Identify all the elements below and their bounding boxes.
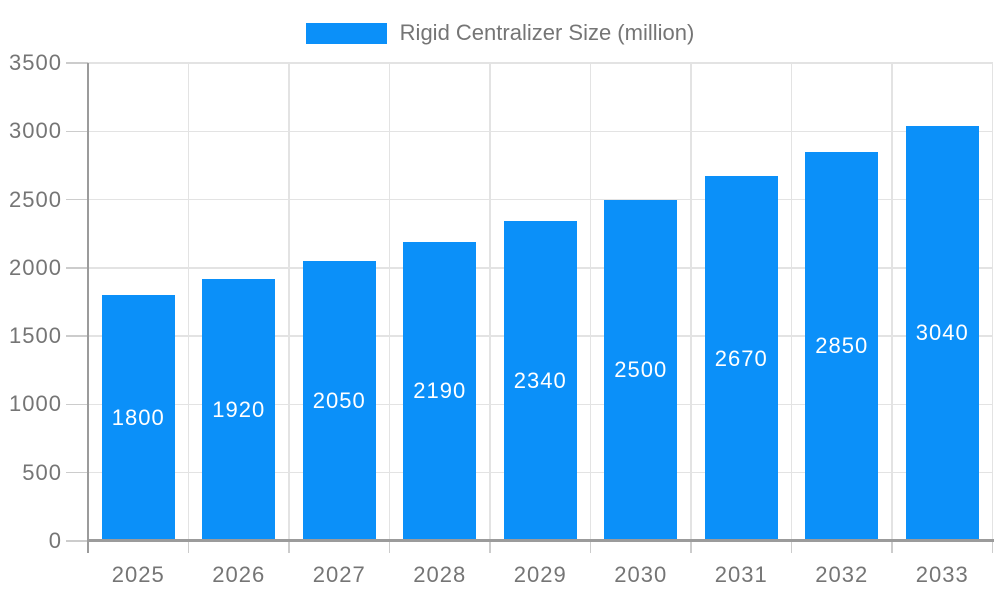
bar-value-label: 3040	[915, 320, 969, 346]
legend-label: Rigid Centralizer Size (million)	[399, 20, 695, 45]
y-axis-tick	[66, 267, 88, 269]
x-gridline	[388, 63, 391, 541]
bar-value-label: 2500	[614, 357, 668, 383]
x-axis-label: 2028	[413, 562, 467, 587]
bar-value-label: 2670	[714, 345, 768, 371]
x-gridline	[690, 63, 692, 541]
y-axis-label: 1000	[9, 391, 62, 417]
bar-2027[interactable]	[302, 261, 376, 541]
x-axis-tick	[790, 541, 793, 553]
y-axis-label: 1500	[9, 323, 62, 349]
x-axis-label: 2030	[614, 562, 668, 587]
y-axis-tick	[66, 471, 88, 474]
y-axis-label: 2500	[9, 186, 62, 212]
legend[interactable]: Rigid Centralizer Size (million)	[0, 20, 1000, 45]
x-gridline	[288, 63, 290, 541]
y-axis-label: 3000	[9, 118, 62, 144]
x-gridline	[891, 63, 893, 541]
x-axis-line	[88, 539, 994, 542]
bar-2030[interactable]	[604, 199, 678, 541]
y-axis-tick	[66, 540, 88, 542]
y-axis-line	[87, 63, 89, 553]
x-axis-label: 2029	[513, 562, 567, 587]
y-axis-tick	[66, 335, 88, 337]
x-axis-label: 2027	[312, 562, 366, 587]
x-axis-tick	[589, 541, 592, 553]
x-axis-tick	[489, 541, 491, 553]
x-gridline	[187, 63, 190, 541]
x-axis-tick	[288, 541, 290, 553]
y-axis-tick	[66, 403, 88, 406]
bar-value-label: 2340	[513, 368, 567, 394]
bar-2028[interactable]	[403, 241, 477, 541]
bar-value-label: 2190	[413, 378, 467, 404]
bar-value-label: 2850	[815, 333, 869, 359]
y-axis-label: 3500	[9, 50, 62, 75]
bar-2026[interactable]	[202, 278, 276, 541]
y-gridline	[88, 198, 993, 201]
x-axis-tick	[388, 541, 391, 553]
x-axis-label: 2032	[815, 562, 869, 587]
x-axis-label: 2026	[212, 562, 266, 587]
y-gridline	[88, 62, 993, 64]
bar-value-label: 2050	[312, 388, 366, 413]
y-axis-label: 2000	[9, 254, 62, 280]
x-gridline	[991, 63, 994, 541]
x-axis-tick	[891, 541, 893, 553]
bar-value-label: 1800	[111, 405, 165, 431]
x-axis-label: 2025	[111, 562, 165, 587]
bar-2025[interactable]	[101, 295, 175, 541]
y-axis-label: 0	[48, 528, 62, 553]
y-axis-label: 500	[22, 459, 62, 485]
x-gridline	[489, 63, 491, 541]
x-gridline	[589, 63, 592, 541]
y-gridline	[88, 130, 993, 133]
x-axis-label: 2031	[714, 562, 768, 587]
bar-2029[interactable]	[503, 221, 577, 541]
y-axis-tick	[66, 198, 88, 201]
x-axis-tick	[690, 541, 692, 553]
bar-value-label: 1920	[212, 396, 266, 422]
x-axis-label: 2033	[915, 562, 969, 587]
bar-2031[interactable]	[704, 176, 778, 541]
y-axis-tick	[66, 62, 88, 64]
bar-2033[interactable]	[905, 125, 979, 541]
x-axis-tick	[187, 541, 190, 553]
x-gridline	[790, 63, 793, 541]
y-axis-tick	[66, 130, 88, 133]
x-axis-tick	[991, 541, 994, 553]
bar-2032[interactable]	[805, 151, 879, 541]
legend-swatch-icon	[305, 22, 387, 44]
